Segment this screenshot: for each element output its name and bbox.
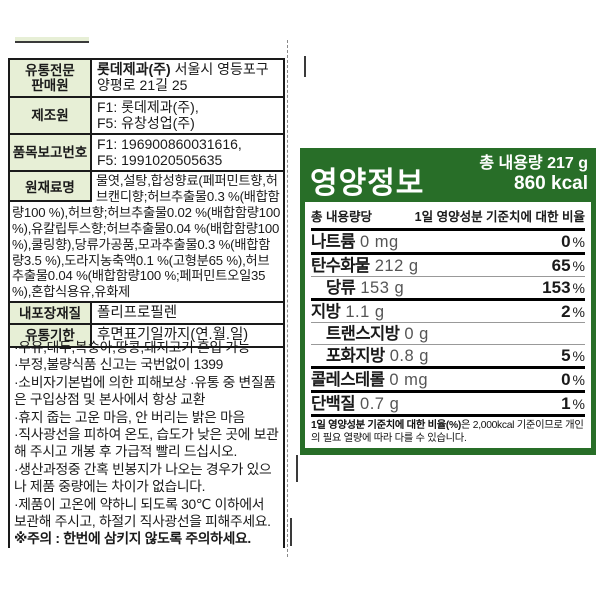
table-row-distributor: 유통전문 판매원 롯데제과(주) 서울시 영등포구 양평로 21길 25 bbox=[10, 60, 283, 98]
row-value-rest: 서울시 영등포구 양평로 21길 25 bbox=[97, 61, 269, 93]
nutrient-amount: 0 mg bbox=[389, 371, 429, 389]
percent-sign: % bbox=[572, 234, 585, 250]
nutrient-row-trans-fat: 트랜스지방 0 g bbox=[311, 323, 585, 345]
nutrient-name: 당류 bbox=[326, 279, 356, 297]
nutrient-name: 콜레스테롤 bbox=[311, 371, 385, 389]
note-line: ·부정,불량식품 신고는 국번없이 1399 bbox=[14, 357, 224, 373]
percent-sign: % bbox=[572, 348, 585, 364]
cropped-row-sliver bbox=[15, 37, 89, 43]
warning-line: ※주의 : 한번에 삼키지 않도록 주의하세요. bbox=[14, 531, 251, 547]
nutrient-percent: 0 bbox=[561, 232, 571, 251]
col-left: 총 내용량당 bbox=[311, 210, 372, 224]
nutrient-name: 탄수화물 bbox=[311, 257, 370, 275]
nutrient-row-sodium: 나트륨 0 mg 0 % bbox=[311, 231, 585, 255]
nutrient-percent: 0 bbox=[561, 370, 571, 389]
table-row-ingredients: 원재료명 물엿,설탕,합성향료(페퍼민트향,허브캔디향;허브추출물0.3 %(배… bbox=[10, 172, 283, 304]
nutrient-amount: 0 g bbox=[404, 325, 429, 343]
table-row-manufacturer: 제조원 F1: 롯데제과(주), F5: 유창성업(주) bbox=[10, 98, 283, 135]
nutrient-name: 지방 bbox=[311, 303, 341, 321]
nutrition-footnote: 1일 영양성분 기준치에 대한 비율(%)은 2,000kcal 기준이므로 개… bbox=[311, 417, 585, 448]
nutrition-column-header: 총 내용량당 1일 영양성분 기준치에 대한 비율 bbox=[311, 202, 585, 231]
nutrition-total: 총 내용량 217 g 860 kcal bbox=[479, 155, 588, 195]
product-info-table: 유통전문 판매원 롯데제과(주) 서울시 영등포구 양평로 21길 25 제조원… bbox=[8, 58, 285, 349]
nutrient-amount: 0.8 g bbox=[389, 347, 429, 365]
row-label: 제조원 bbox=[10, 98, 92, 133]
nutrient-row-carbohydrate: 탄수화물 212 g 65 % bbox=[311, 255, 585, 277]
note-line: ·생산과정중 간혹 빈봉지가 나오는 경우가 있으나 제품 중량에는 차이가 없… bbox=[14, 461, 272, 495]
nutrient-percent: 2 bbox=[561, 302, 571, 321]
nutrition-label: 영양정보 총 내용량 217 g 860 kcal 총 내용량당 1일 영양성분… bbox=[300, 148, 596, 455]
nutrient-row-saturated-fat: 포화지방 0.8 g 5 % bbox=[311, 345, 585, 369]
nutrient-row-protein: 단백질 0.7 g 1 % bbox=[311, 393, 585, 417]
nutrient-percent: 1 bbox=[561, 394, 571, 413]
package-edge-line bbox=[290, 518, 292, 546]
note-line: ·휴지 줍는 고운 마음, 안 버리는 밝은 마음 bbox=[14, 409, 245, 425]
nutrition-header: 영양정보 총 내용량 217 g 860 kcal bbox=[300, 148, 596, 202]
footnote-rest: 은 2,000kcal 기준이므로 개인의 필요 열량에 따라 다를 수 있습니… bbox=[311, 420, 584, 445]
table-row-inner-packaging: 내포장재질 폴리프로필렌 bbox=[10, 303, 283, 326]
note-line: ·소비자기본법에 의한 피해보상 ·유통 중 변질품은 구입상점 및 본사에서 … bbox=[14, 374, 276, 408]
package-edge-line bbox=[304, 56, 306, 77]
col-right: 1일 영양성분 기준치에 대한 비율 bbox=[414, 210, 585, 224]
row-label: 유통전문 판매원 bbox=[10, 60, 92, 96]
row-value: 롯데제과(주) 서울시 영등포구 양평로 21길 25 bbox=[92, 60, 283, 96]
percent-sign: % bbox=[572, 396, 585, 412]
nutrition-title: 영양정보 bbox=[310, 167, 425, 200]
note-line: ·우유,대두,복숭아,땅콩,돼지고기 혼입 가능 bbox=[14, 340, 251, 355]
nutrient-name: 포화지방 bbox=[326, 347, 385, 365]
ingredients-text: 물엿,설탕,합성향료(페퍼민트향,허브캔디향;허브추출물0.3 %(배합함량10… bbox=[12, 173, 281, 300]
row-value: 폴리프로필렌 bbox=[97, 305, 178, 322]
percent-sign: % bbox=[572, 372, 585, 388]
note-line: ·직사광선을 피하여 온도, 습도가 낮은 곳에 보관해 주시고 개봉 후 가급… bbox=[14, 427, 279, 460]
note-line: ·제품이 고온에 약하니 되도록 30℃ 이하에서 보관해 주시고, 하절기 직… bbox=[14, 496, 271, 530]
total-amount: 총 내용량 217 g bbox=[479, 155, 588, 172]
row-label: 원재료명 bbox=[10, 172, 92, 202]
nutrient-name: 단백질 bbox=[311, 395, 356, 413]
row-value-bold: 롯데제과(주) bbox=[97, 61, 171, 77]
nutrient-percent: 5 bbox=[561, 346, 571, 365]
nutrient-percent: 153 bbox=[542, 278, 571, 297]
percent-sign: % bbox=[572, 258, 585, 274]
nutrient-amount: 0 mg bbox=[360, 233, 399, 251]
row-value: F1: 196900860031616, F5: 1991020505635 bbox=[97, 136, 242, 168]
percent-sign: % bbox=[572, 280, 585, 296]
percent-sign: % bbox=[572, 304, 585, 320]
row-value: F1: 롯데제과(주), F5: 유창성업(주) bbox=[97, 99, 199, 131]
calories: 860 kcal bbox=[514, 173, 588, 195]
row-label: 내포장재질 bbox=[10, 303, 92, 324]
nutrient-amount: 153 g bbox=[360, 279, 405, 297]
table-row-report-number: 품목보고번호 F1: 196900860031616, F5: 19910205… bbox=[10, 135, 283, 172]
nutrient-row-cholesterol: 콜레스테롤 0 mg 0 % bbox=[311, 369, 585, 393]
row-label: 유통기한 bbox=[10, 325, 92, 347]
footnote-bold: 1일 영양성분 기준치에 대한 비율(%) bbox=[311, 420, 462, 432]
row-label: 품목보고번호 bbox=[10, 135, 92, 170]
nutrient-name: 트랜스지방 bbox=[326, 325, 400, 343]
nutrient-name: 나트륨 bbox=[311, 233, 356, 251]
nutrient-row-fat: 지방 1.1 g 2 % bbox=[311, 301, 585, 323]
nutrient-amount: 0.7 g bbox=[360, 395, 400, 413]
nutrition-body: 총 내용량당 1일 영양성분 기준치에 대한 비율 나트륨 0 mg 0 % 탄… bbox=[305, 202, 591, 448]
package-fold-dashed-line bbox=[287, 40, 288, 557]
nutrient-amount: 212 g bbox=[374, 257, 419, 275]
notes-section: ·우유,대두,복숭아,땅콩,돼지고기 혼입 가능 ·부정,불량식품 신고는 국번… bbox=[8, 338, 285, 548]
package-edge-line bbox=[296, 455, 298, 482]
row-value: 후면표기일까지(연.월.일) bbox=[97, 327, 249, 344]
nutrient-amount: 1.1 g bbox=[345, 303, 385, 321]
table-row-expiration: 유통기한 후면표기일까지(연.월.일) bbox=[10, 325, 283, 347]
nutrient-row-sugars: 당류 153 g 153 % bbox=[311, 277, 585, 301]
nutrient-percent: 65 bbox=[551, 256, 571, 275]
